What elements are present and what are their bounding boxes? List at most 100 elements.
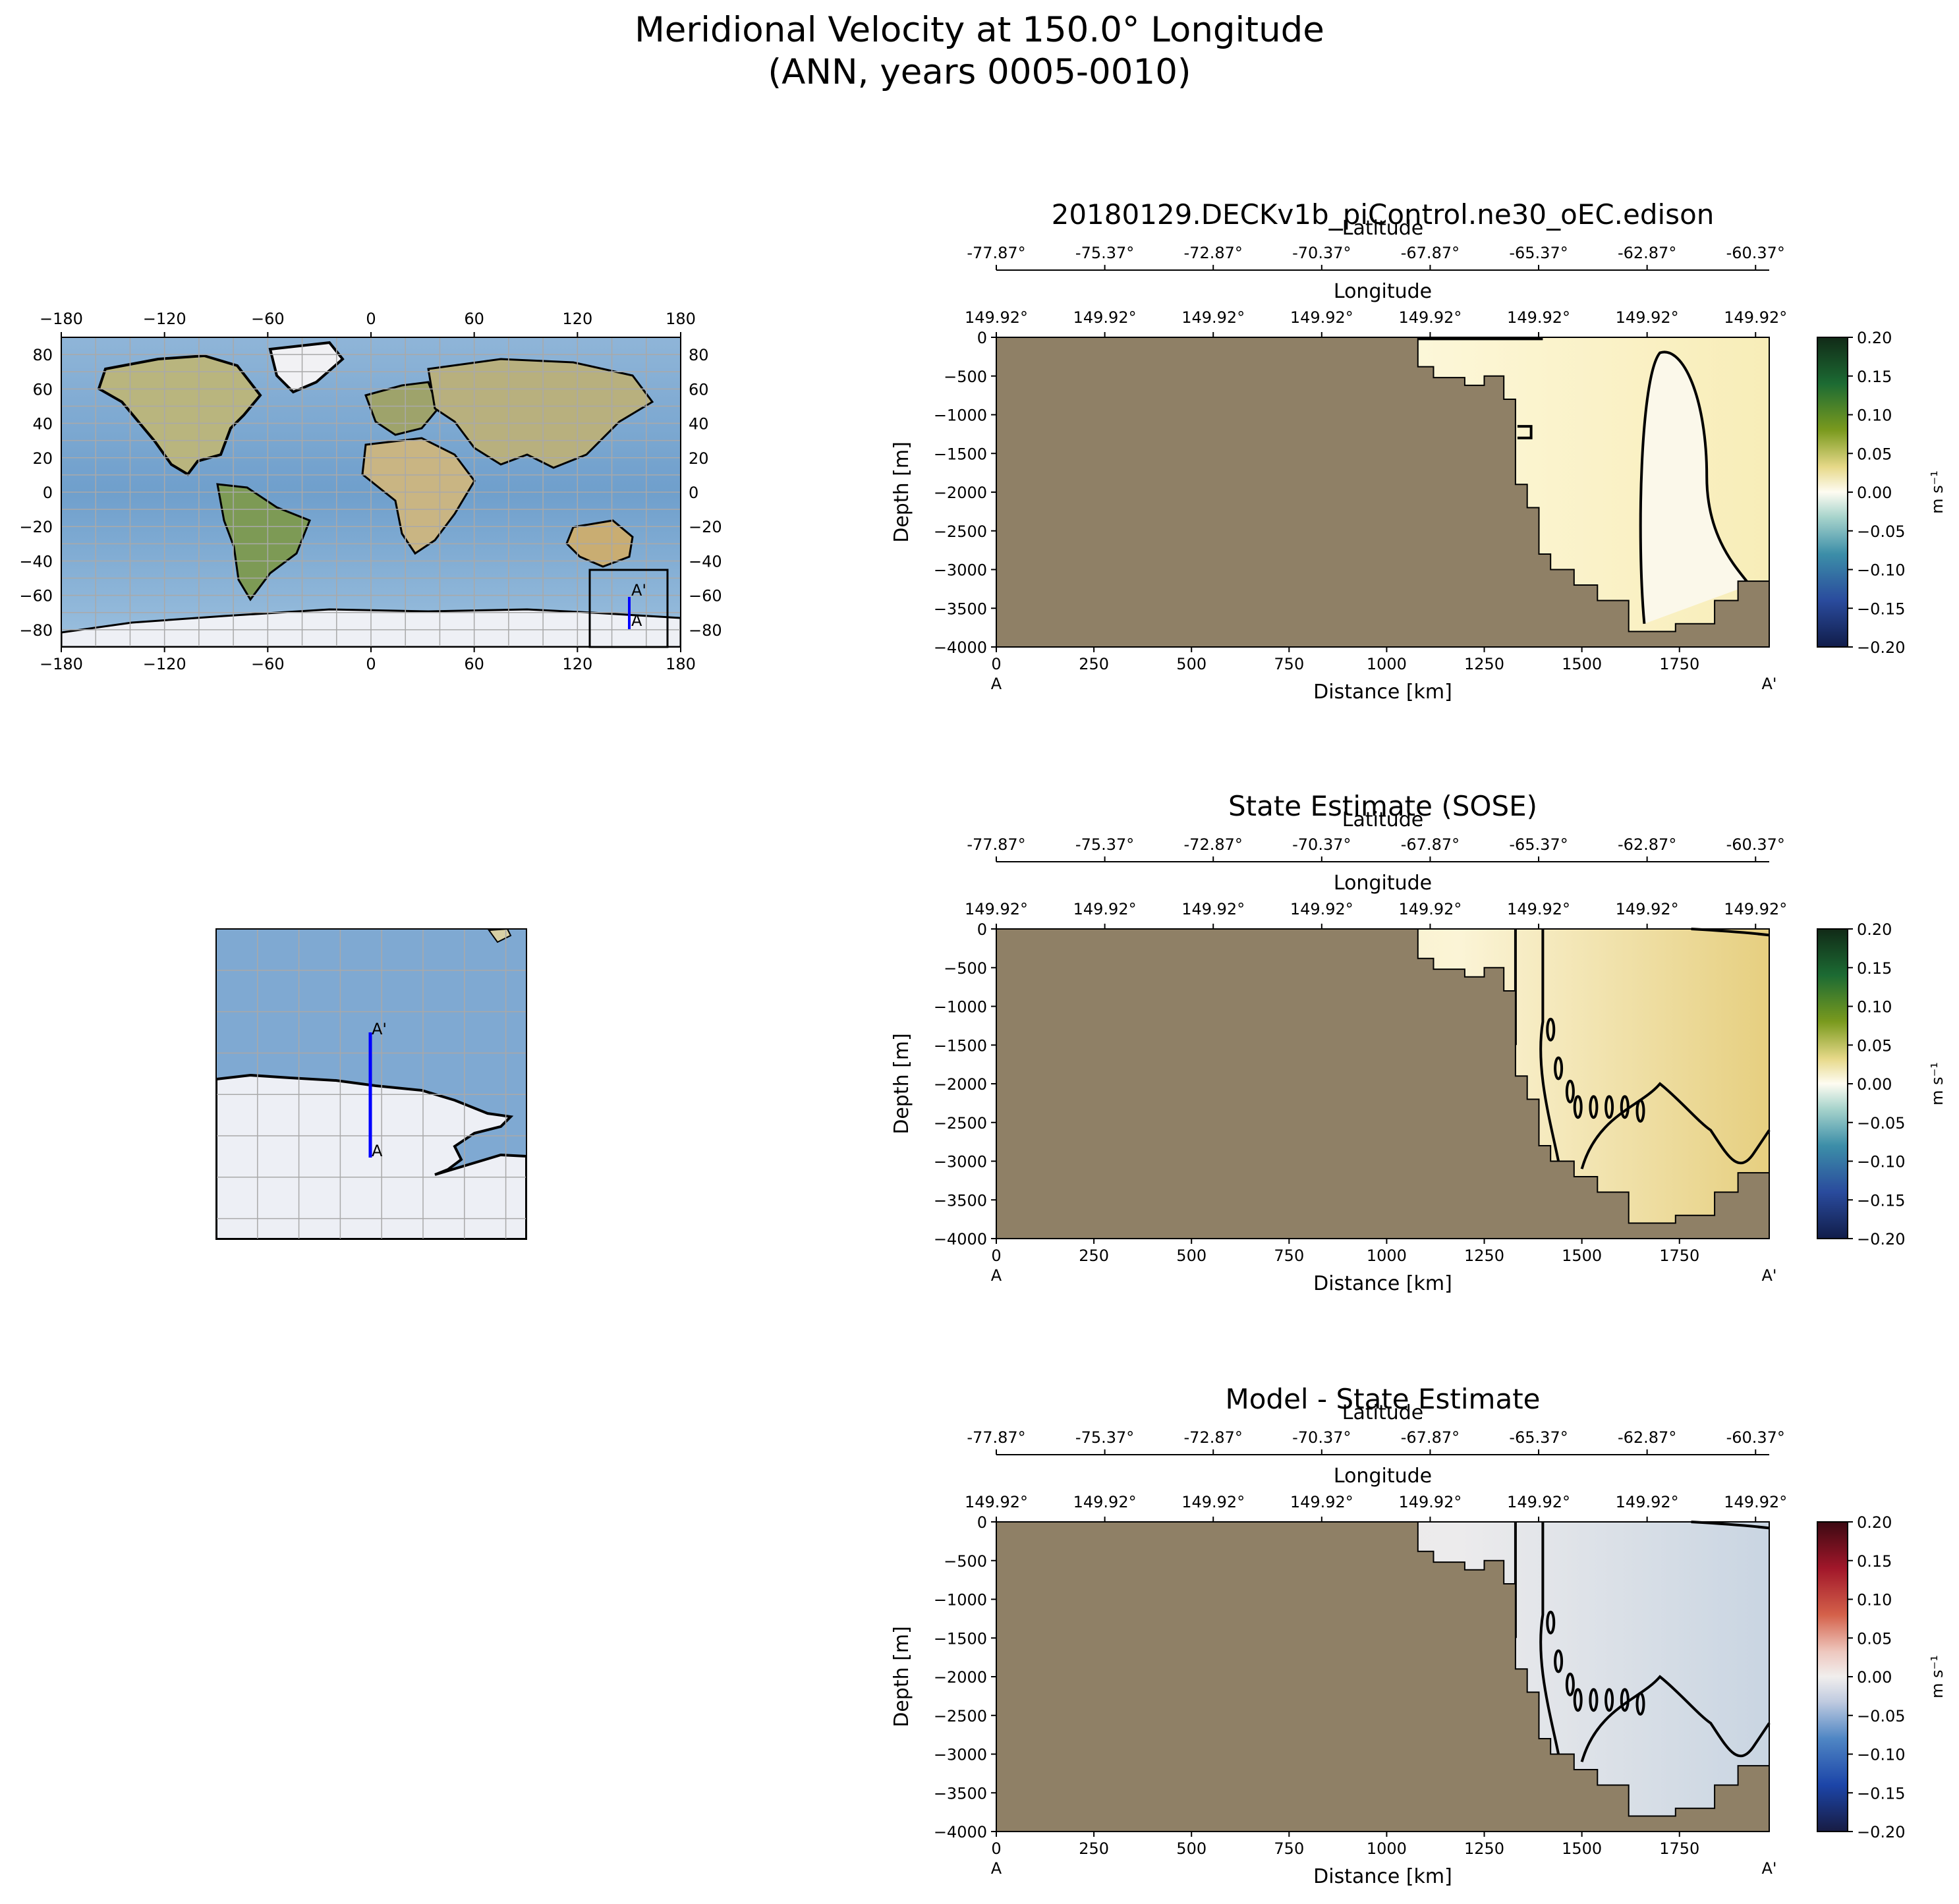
lon-tick-label: 149.92° [1724,308,1787,327]
lat-tick-label: -62.87° [1618,835,1676,854]
colorbar-tick-label: 0.00 [1857,1668,1892,1687]
lon-tick-label: 149.92° [1507,308,1570,327]
zero-contour [1580,1675,1771,1762]
colorbar-label: m s⁻¹ [1928,1655,1946,1698]
lon-tick-label: 149.92° [1724,1493,1787,1511]
colorbar-tick-label: −0.10 [1857,1746,1906,1764]
colorbar-tick-label: 0.15 [1857,368,1892,386]
x-tick-label: 1750 [1659,655,1699,673]
y-tick-label: −3000 [934,1746,987,1764]
world-map-ytick-right: −40 [689,552,722,571]
x-tick-label: 1750 [1659,1839,1699,1858]
colorbar-tick-label: 0.15 [1857,1552,1892,1571]
y-tick-label: −1500 [934,1036,987,1055]
colorbar-tick-label: −0.05 [1857,522,1906,541]
colorbar-tick-label: 0.20 [1857,920,1892,939]
colorbar-label: m s⁻¹ [1928,470,1946,514]
world-map-ytick-left: 40 [32,415,53,434]
x-tick-label: 750 [1274,655,1304,673]
lat-tick-label: -72.87° [1184,835,1243,854]
lat-tick-label: -60.37° [1726,244,1785,262]
contour-eddy [1604,1688,1614,1712]
colorbar [1817,1521,1848,1832]
x-tick-label: 500 [1176,1839,1207,1858]
colorbar-tick-label: 0.20 [1857,1513,1892,1532]
x-tick-label: 750 [1274,1839,1304,1858]
colorbar-tick-label: −0.05 [1857,1707,1906,1725]
y-tick-label: −1500 [934,445,987,463]
y-tick-label: −3500 [934,1191,987,1210]
world-map: A' A −180 −180 −120 −120 −60 −60 0 0 60 60 120 120 1… [19,310,722,673]
y-tick-label: −4000 [934,1823,987,1841]
lat-tick-label: -60.37° [1726,1428,1785,1447]
end-label: A' [1761,675,1776,693]
zero-contour [1517,425,1533,439]
lat-tick-label: -77.87° [967,244,1025,262]
y-tick-label: −2500 [934,1707,987,1725]
lat-tick-label: -72.87° [1184,244,1243,262]
x-tick-label: 250 [1079,1839,1109,1858]
world-map-label-a-prime: A' [631,581,646,600]
world-map-xtick-top: −60 [251,310,285,328]
world-map-ytick-right: −20 [689,518,722,536]
y-axis-label: Depth [m] [890,1626,913,1727]
lon-axis-label: Longitude [1334,1465,1432,1488]
bathymetry-mask [996,337,1770,648]
x-tick-label: 1000 [1367,655,1407,673]
y-tick-label: −500 [944,1552,987,1571]
world-map-xtick-top: 60 [464,310,484,328]
colorbar-tick-label: −0.05 [1857,1114,1906,1133]
inset-label-a-prime: A' [372,1020,387,1038]
y-axis-label: Depth [m] [890,1033,913,1134]
y-tick-label: −2000 [934,1075,987,1094]
lon-tick-label: 149.92° [1181,1493,1245,1511]
world-map-ytick-left: −40 [19,552,53,571]
world-map-xtick-bottom: −60 [251,655,285,673]
lon-tick-label: 149.92° [1724,900,1787,918]
y-tick-label: −3000 [934,1153,987,1171]
world-map-xtick-top: −180 [40,310,83,328]
colorbar-tick-label: −0.20 [1857,1823,1906,1841]
start-label: A [991,1266,1002,1285]
zero-contour [1580,1082,1771,1169]
contour-eddy [1635,1099,1645,1123]
y-tick-label: −4000 [934,1230,987,1248]
x-tick-label: 1250 [1464,655,1504,673]
start-label: A [991,675,1002,693]
lat-tick-label: -65.37° [1509,1428,1568,1447]
lat-tick-label: -70.37° [1292,244,1351,262]
inset-region-box [588,569,669,648]
x-tick-label: 0 [991,1839,1001,1858]
y-tick-label: 0 [977,1513,987,1532]
y-tick-label: −500 [944,368,987,386]
colorbar-tick-label: 0.15 [1857,959,1892,978]
lat-tick-label: -70.37° [1292,835,1351,854]
contour-eddy [1620,1688,1630,1712]
zero-contour [1539,929,1560,1162]
section-panel-1: 0 250 500 750 1000 1250 1500 1750 A A' Distance [k… [890,198,1946,704]
world-map-ytick-left: −80 [19,621,53,640]
world-map-ytick-right: 80 [689,346,709,364]
y-axis-label: Depth [m] [890,441,913,543]
world-map-ytick-right: 60 [689,380,709,399]
x-tick-label: 1000 [1367,1839,1407,1858]
lon-tick-label: 149.92° [965,308,1028,327]
world-map-ytick-left: 80 [32,346,53,364]
x-tick-label: 250 [1079,1246,1109,1265]
lon-tick-label: 149.92° [1398,900,1462,918]
lat-tick-label: -77.87° [967,835,1025,854]
lon-tick-label: 149.92° [1181,900,1245,918]
world-map-ytick-right: −80 [689,621,722,640]
x-tick-label: 500 [1176,655,1207,673]
x-tick-label: 1500 [1562,1246,1602,1265]
inset-map-frame [215,928,527,1240]
x-tick-label: 250 [1079,655,1109,673]
contour-eddy [1546,1610,1556,1635]
lon-tick-label: 149.92° [1181,308,1245,327]
y-tick-label: −3000 [934,561,987,580]
y-tick-label: −2000 [934,484,987,502]
lat-tick-label: -60.37° [1726,835,1785,854]
contour-eddy [1573,1095,1583,1119]
lat-axis-label: Latitude [1342,217,1423,240]
lat-tick-label: -75.37° [1075,835,1134,854]
